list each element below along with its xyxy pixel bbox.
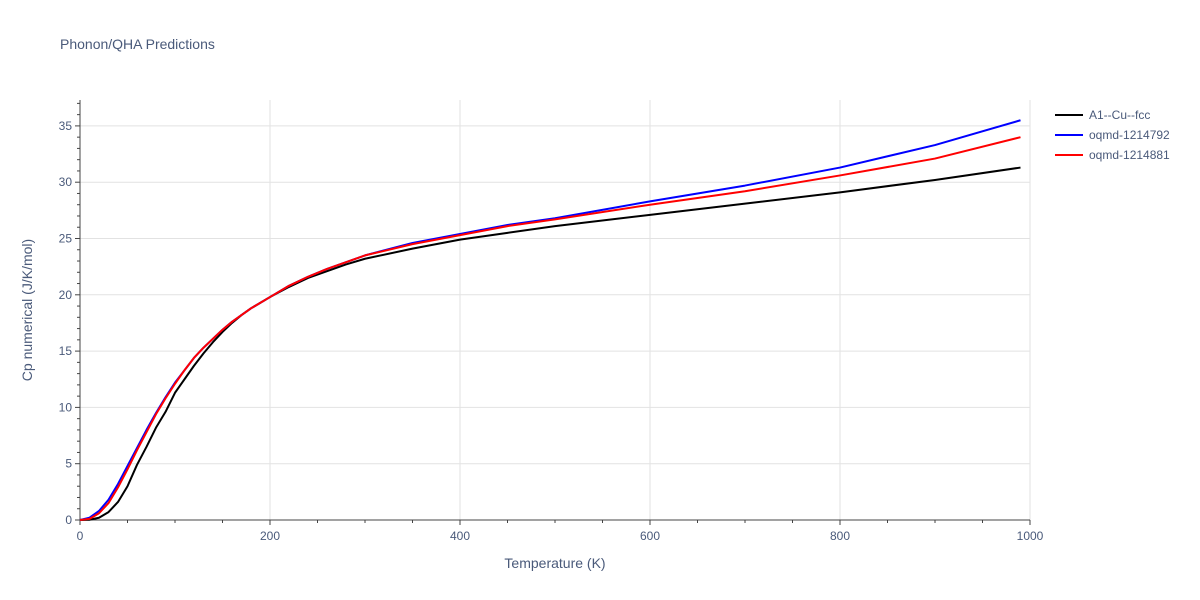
- y-tick-label: 0: [65, 513, 72, 527]
- y-tick-label: 30: [59, 175, 73, 189]
- legend-item[interactable]: oqmd-1214881: [1055, 148, 1170, 162]
- legend-item[interactable]: A1--Cu--fcc: [1055, 108, 1150, 122]
- x-tick-label: 800: [830, 529, 850, 543]
- legend-label: oqmd-1214792: [1089, 128, 1170, 142]
- x-tick-label: 400: [450, 529, 470, 543]
- axes: [75, 100, 1031, 525]
- series-lines: [79, 119, 1021, 521]
- x-tick-label: 1000: [1017, 529, 1044, 543]
- x-tick-label: 200: [260, 529, 280, 543]
- chart-title: Phonon/QHA Predictions: [60, 36, 215, 52]
- y-tick-label: 35: [59, 119, 73, 133]
- y-tick-label: 25: [59, 231, 73, 245]
- x-tick-label: 600: [640, 529, 660, 543]
- legend[interactable]: A1--Cu--fcc oqmd-1214792 oqmd-1214881: [1055, 108, 1170, 162]
- tick-labels: 0 200 400 600 800 1000 0 5 10 15 20 25 30 35: [59, 119, 1044, 543]
- grid-lines: [80, 100, 1031, 520]
- legend-item[interactable]: oqmd-1214792: [1055, 128, 1170, 142]
- x-tick-label: 0: [77, 529, 84, 543]
- y-axis-title: Cp numerical (J/K/mol): [19, 239, 35, 381]
- y-tick-label: 15: [59, 344, 73, 358]
- y-tick-label: 20: [59, 288, 73, 302]
- y-tick-label: 10: [59, 400, 73, 414]
- x-axis-title: Temperature (K): [504, 555, 605, 571]
- legend-label: oqmd-1214881: [1089, 148, 1170, 162]
- series-line-oqmd-1214792: [79, 119, 1021, 521]
- y-tick-label: 5: [65, 457, 72, 471]
- series-line-oqmd-1214881: [79, 136, 1021, 521]
- legend-label: A1--Cu--fcc: [1089, 108, 1150, 122]
